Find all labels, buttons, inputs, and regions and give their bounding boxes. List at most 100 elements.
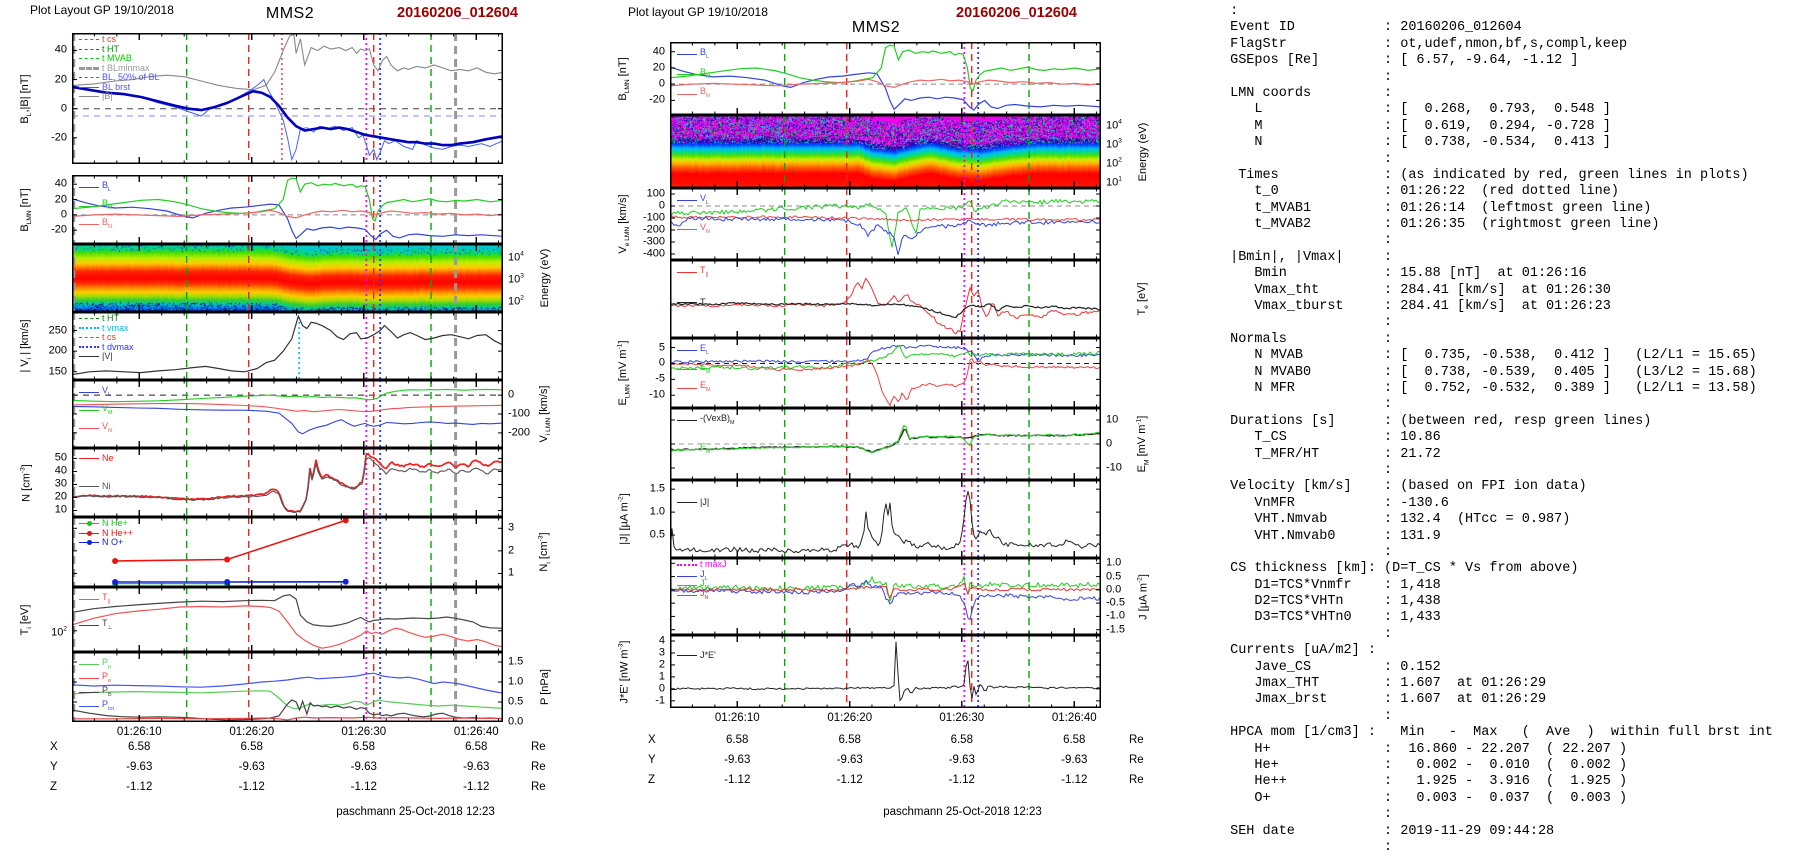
legend-item: Ni — [79, 482, 111, 491]
series-JdotE — [670, 642, 1100, 701]
legend-label: BM — [700, 68, 711, 82]
legend-item: |V| — [79, 352, 113, 361]
info-line: : — [1222, 233, 1773, 249]
position-value: -1.12 — [949, 774, 975, 786]
info-line: O+ : 0.003 - 0.037 ( 0.003 ) — [1222, 791, 1773, 807]
legend-label: t maxJ — [700, 560, 727, 569]
y-tick-label: 101 — [1106, 173, 1122, 188]
plot-svg — [670, 338, 1101, 408]
legend-label: BN — [700, 87, 710, 101]
legend-label: N He+ — [102, 519, 128, 528]
y-tick-label: 1.0 — [1106, 558, 1121, 569]
info-line: Velocity [km/s] : (based on FPI ion data… — [1222, 479, 1773, 495]
info-line: : — [1222, 545, 1773, 561]
info-line: VHT.Nmvab0 : 131.9 — [1222, 529, 1773, 545]
legend-label: VM — [102, 404, 113, 418]
legend-label: N O+ — [102, 538, 123, 547]
legend-label: t MVAB — [102, 54, 132, 63]
info-line: LMN coords : — [1222, 86, 1773, 102]
info-line: t_MVAB2 : 01:26:35 (rightmost green line… — [1222, 217, 1773, 233]
y-tick-label: -400 — [643, 249, 665, 260]
right-axis-label: Energy (eV) — [1137, 122, 1149, 181]
legend-item: BM — [677, 68, 711, 82]
legend-item: VN — [79, 422, 112, 436]
plot-svg — [670, 480, 1101, 558]
legend-label: EM — [700, 443, 711, 457]
plot-svg — [670, 558, 1101, 635]
right-axis-label: EM [mV m-1] — [1136, 416, 1151, 473]
legend-item: VL — [79, 386, 111, 400]
legend-label: BL — [700, 48, 709, 62]
legend-label: BL — [102, 181, 111, 195]
legend-label: PB — [102, 686, 112, 700]
info-line: Normals : — [1222, 332, 1773, 348]
position-value: -9.63 — [949, 754, 975, 766]
legend-label: |B| — [102, 92, 113, 101]
time-tick-label: 01:26:20 — [827, 712, 872, 724]
position-axis-label: X — [648, 734, 656, 746]
y-axis-label: Ve LMN [km/s] — [617, 194, 631, 253]
position-value: 6.58 — [839, 734, 861, 746]
info-line: D2=TCS*VHTn : 1,438 — [1222, 594, 1773, 610]
position-value: 6.58 — [951, 734, 973, 746]
y-tick-label: 103 — [1106, 135, 1122, 150]
info-line: Currents [uA/m2] : — [1222, 643, 1773, 659]
y-axis-label: ELMN [mV m-1] — [617, 340, 632, 405]
y-tick-label: -200 — [643, 225, 665, 236]
legend-label: Ptot — [102, 700, 114, 714]
position-unit: Re — [1129, 734, 1144, 746]
legend-item: BN — [79, 218, 112, 232]
legend-label: BM — [102, 199, 113, 213]
legend-label: t cs — [102, 333, 116, 342]
info-line: : — [1222, 463, 1773, 479]
position-axis-label: Z — [648, 774, 655, 786]
y-tick-label: 1 — [659, 671, 665, 682]
legend-label: Pp — [102, 658, 111, 672]
plot-svg — [670, 115, 1101, 188]
legend-label: -(VexB)M — [700, 414, 735, 428]
legend-label: VL — [700, 194, 709, 208]
info-line: : — [1222, 807, 1773, 823]
y-tick-label: 3 — [659, 647, 665, 658]
y-tick-label: 1.0 — [650, 507, 665, 518]
y-tick-label: 0 — [659, 201, 665, 212]
info-line: Durations [s] : (between red, resp green… — [1222, 414, 1773, 430]
y-tick-label: -10 — [1106, 463, 1122, 474]
plot-credit: paschmann 25-Oct-2018 12:23 — [747, 806, 1178, 818]
info-line: N MVAB0 : [ 0.738, -0.539, 0.405 ] (L3/L… — [1222, 365, 1773, 381]
legend-item: N O+ — [79, 538, 123, 547]
info-line: VnMFR : -130.6 — [1222, 496, 1773, 512]
info-line: N : [ 0.738, -0.534, 0.413 ] — [1222, 135, 1773, 151]
info-line: Vmax_tburst : 284.41 [km/s] at 01:26:23 — [1222, 299, 1773, 315]
info-line: L : [ 0.268, 0.793, 0.548 ] — [1222, 102, 1773, 118]
series-BN — [670, 79, 1101, 87]
legend-label: t HT — [102, 314, 119, 323]
y-axis-label: BLMN [nT] — [617, 57, 631, 100]
plot-layout-header: Plot layout GP 19/10/2018 — [628, 5, 768, 19]
position-unit: Re — [1129, 774, 1144, 786]
info-line: SEH date : 2019-11-29 09:44:28 — [1222, 824, 1773, 840]
legend-label: VL — [102, 386, 111, 400]
legend-label: |J| — [700, 498, 709, 507]
info-line: : — [1222, 4, 1773, 20]
time-tick-label: 01:26:40 — [1052, 712, 1097, 724]
legend-item: N He+ — [79, 519, 128, 528]
legend-item: BL — [677, 48, 709, 62]
info-line: D3=TCS*VHTn0 : 1,433 — [1222, 610, 1773, 626]
legend-item: T∥ — [79, 593, 110, 607]
legend-label: T⊥ — [102, 619, 112, 633]
y-tick-label: 104 — [1106, 116, 1122, 131]
right-axis-label: J [µA m-2] — [1137, 574, 1150, 620]
legend-item: T∥ — [677, 266, 708, 280]
y-tick-label: 102 — [1106, 154, 1122, 169]
legend-item: t maxJ — [677, 560, 727, 569]
y-tick-label: 40 — [653, 46, 665, 57]
